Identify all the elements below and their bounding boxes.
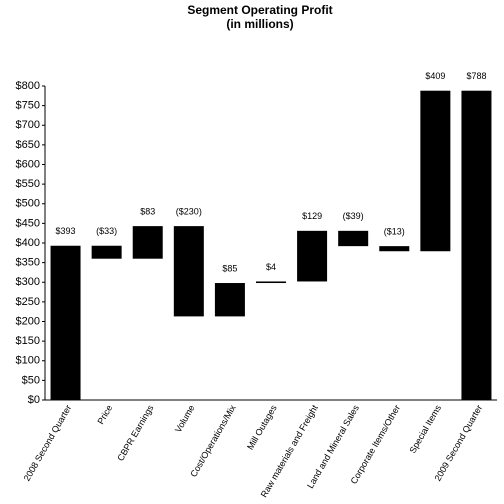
y-tick-label: $150 [16, 335, 40, 347]
chart-subtitle: (in millions) [226, 17, 293, 31]
y-tick-label: $650 [16, 139, 40, 151]
bar [461, 90, 492, 401]
y-tick-label: $550 [16, 178, 40, 190]
value-label: $83 [140, 206, 155, 216]
value-label: ($33) [96, 226, 117, 236]
y-tick-label: $200 [16, 315, 40, 327]
chart-title: Segment Operating Profit [187, 3, 332, 17]
value-label: ($13) [384, 227, 405, 237]
bar [91, 245, 122, 259]
y-tick-label: $250 [16, 296, 40, 308]
y-tick-label: $100 [16, 355, 40, 367]
value-label: ($230) [176, 206, 202, 216]
y-tick-label: $600 [16, 158, 40, 170]
bar [256, 281, 286, 284]
y-tick-label: $50 [22, 374, 40, 386]
value-label: $129 [302, 211, 322, 221]
bar [338, 230, 369, 247]
y-tick-label: $800 [16, 80, 40, 92]
bar [379, 246, 410, 252]
value-label: $85 [222, 263, 237, 273]
bar [173, 226, 204, 317]
value-label: $393 [56, 226, 76, 236]
y-tick-label: $450 [16, 217, 40, 229]
value-label: $409 [425, 71, 445, 81]
bar [132, 226, 163, 259]
value-label: $4 [266, 262, 276, 272]
bar [297, 230, 328, 282]
y-tick-label: $400 [16, 237, 40, 249]
y-tick-label: $350 [16, 257, 40, 269]
y-tick-label: $0 [28, 394, 40, 406]
y-tick-label: $300 [16, 276, 40, 288]
value-label: $788 [466, 71, 486, 81]
y-tick-label: $750 [16, 100, 40, 112]
value-label: ($39) [343, 211, 364, 221]
bar [214, 283, 245, 317]
y-tick-label: $700 [16, 119, 40, 131]
y-tick-label: $500 [16, 198, 40, 210]
bar [420, 90, 451, 252]
bar [50, 245, 81, 400]
